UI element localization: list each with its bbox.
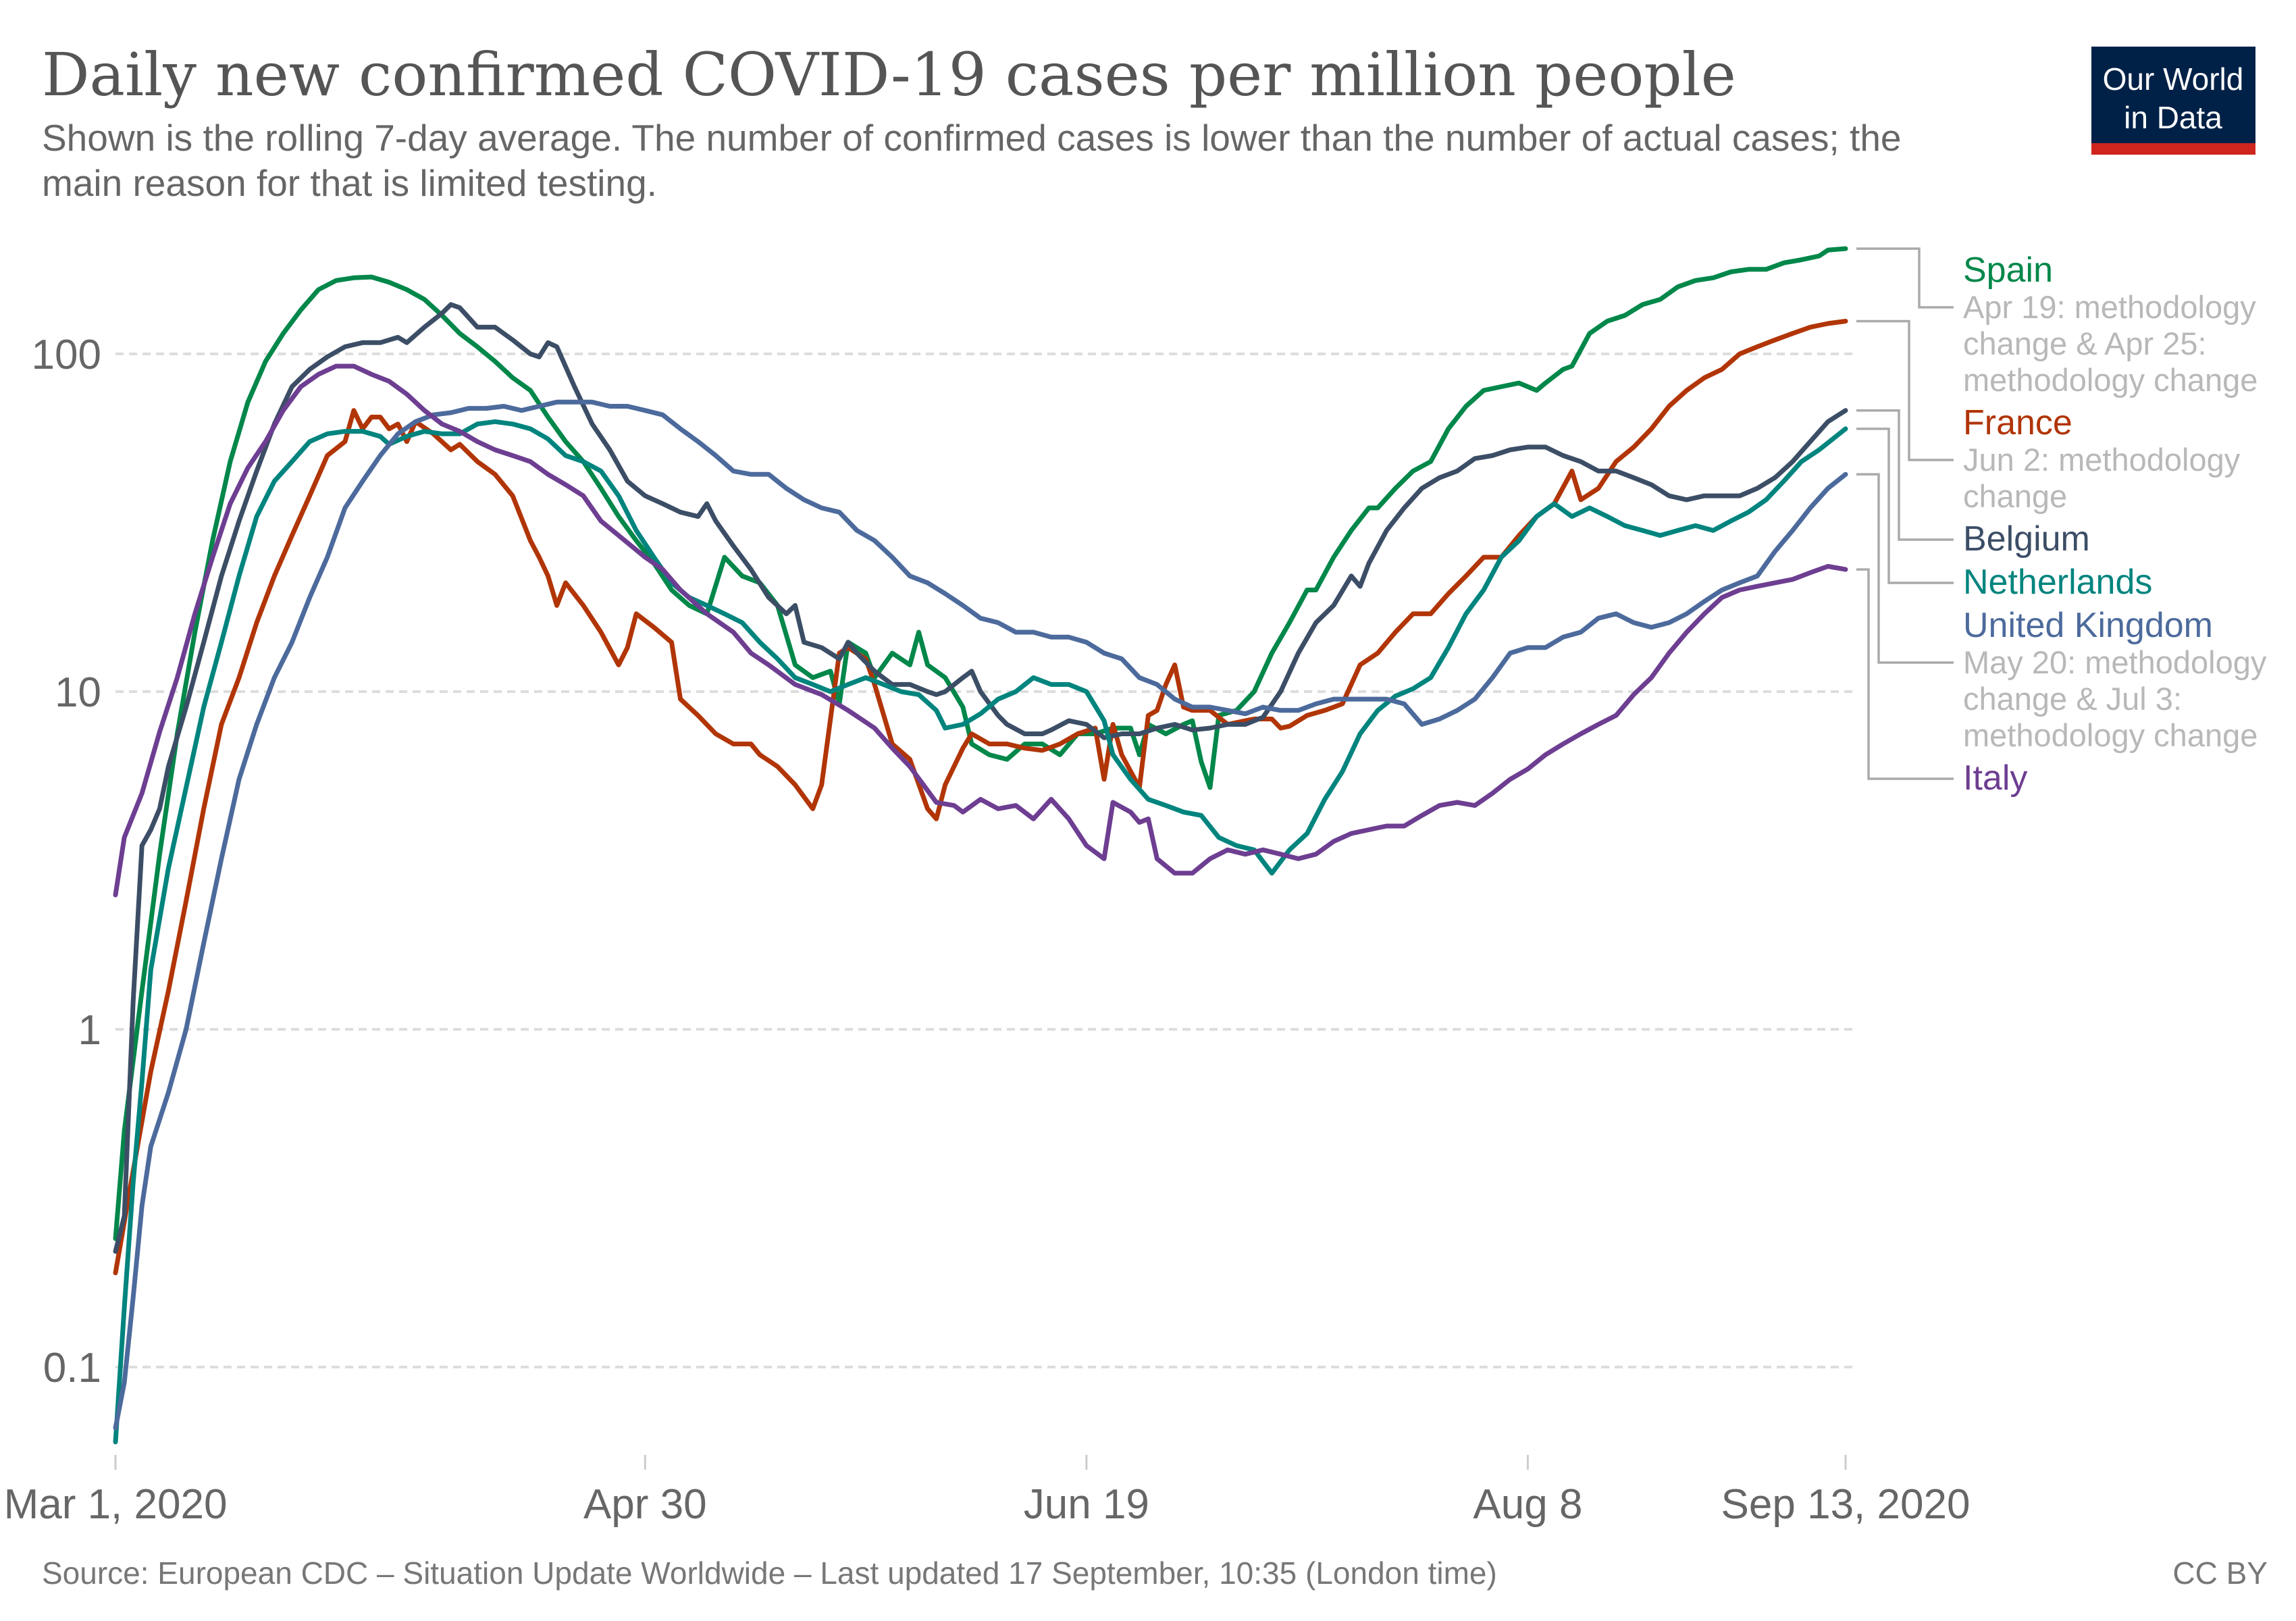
legend-item-netherlands[interactable]: Netherlands (1856, 428, 2152, 602)
series-line-italy[interactable] (113, 363, 1848, 898)
gridlines (115, 353, 1854, 1368)
legend-note: change & Apr 25: (1963, 326, 2207, 361)
series-line-netherlands[interactable] (113, 419, 1848, 1445)
logo-background (2091, 47, 2255, 143)
x-tick-label: Aug 8 (1473, 1481, 1582, 1528)
x-tick-label: Mar 1, 2020 (4, 1481, 228, 1528)
legend-item-belgium[interactable]: Belgium (1856, 409, 2090, 559)
legend-label: United Kingdom (1963, 606, 2213, 645)
y-tick-label: 10 (55, 669, 101, 716)
legend-connector (1856, 319, 1954, 461)
legend-connector (1856, 409, 1954, 541)
x-tick-label: Jun 19 (1024, 1481, 1149, 1528)
legend-note: Apr 19: methodology (1963, 289, 2256, 325)
chart-title: Daily new confirmed COVID-19 cases per m… (42, 40, 1736, 109)
legend-note: methodology change (1963, 717, 2258, 753)
series-line-belgium[interactable] (113, 302, 1848, 1254)
legend-note: change & Jul 3: (1963, 681, 2182, 717)
y-tick-label: 100 (32, 332, 101, 378)
legend-connector (1856, 473, 1954, 664)
y-tick-label: 0.1 (43, 1345, 101, 1391)
x-tick-label: Sep 13, 2020 (1721, 1481, 1971, 1528)
logo-accent-bar (2091, 143, 2255, 155)
footer-license[interactable]: CC BY (2172, 1555, 2268, 1591)
owid-logo[interactable]: Our World in Data (2091, 47, 2255, 155)
legend-connector (1856, 247, 1954, 309)
legend-label: Spain (1963, 251, 2053, 290)
series-line-spain[interactable] (113, 246, 1848, 1241)
legend-note: change (1963, 478, 2067, 514)
x-axis: Mar 1, 2020 Apr 30 Jun 19 Aug 8 Sep 13, 2020 (4, 1455, 1971, 1528)
series-line-united-kingdom[interactable] (113, 399, 1848, 1431)
legend-note: Jun 2: methodology (1963, 442, 2241, 478)
x-tick-label: Apr 30 (583, 1481, 707, 1528)
legend-label: Netherlands (1963, 563, 2152, 602)
chart-subtitle-line-2: main reason for that is limited testing. (42, 162, 657, 204)
series-lines (113, 246, 1848, 1445)
y-tick-label: 1 (78, 1007, 101, 1054)
chart-subtitle-line-1: Shown is the rolling 7-day average. The … (42, 117, 1902, 159)
legend-note: methodology change (1963, 362, 2258, 398)
legend-connector (1856, 428, 1954, 584)
legend-item-italy[interactable]: Italy (1856, 568, 2027, 798)
legend-connector (1856, 568, 1954, 780)
legend-label: Belgium (1963, 519, 2090, 559)
footer-source[interactable]: Source: European CDC – Situation Update … (42, 1555, 1497, 1591)
logo-text-line-1: Our World (2103, 61, 2244, 97)
legend-label: France (1963, 403, 2072, 442)
legend-label: Italy (1963, 758, 2027, 798)
legend-note: May 20: methodology (1963, 644, 2267, 680)
y-axis: 0.1 1 10 100 (32, 332, 101, 1391)
logo-text-line-2: in Data (2124, 100, 2222, 135)
